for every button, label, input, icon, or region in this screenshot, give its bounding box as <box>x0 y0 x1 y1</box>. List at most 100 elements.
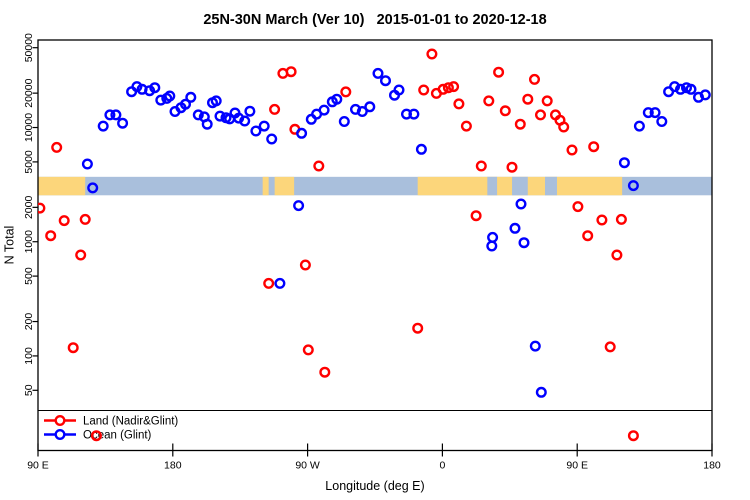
land-point <box>493 66 505 78</box>
ocean-point <box>104 109 116 121</box>
land-point <box>475 160 487 172</box>
ocean-point <box>296 127 308 139</box>
x-tick-label: 90 W <box>295 460 320 472</box>
land-point <box>483 95 495 107</box>
y-tick-label: 200 <box>23 313 35 331</box>
axes: 90 E 180 90 W 0 90 E 180 50 100 200 500 1000 2000 50… <box>23 33 721 472</box>
band-ocean-notch <box>512 176 528 196</box>
land-point <box>604 341 616 353</box>
x-axis-title: Longitude (deg E) <box>325 479 424 493</box>
ocean-point <box>293 200 305 212</box>
ocean-point <box>642 107 654 119</box>
land-point <box>615 213 627 225</box>
ocean-point <box>274 277 286 289</box>
ocean-point <box>318 104 330 116</box>
y-tick-label: 50000 <box>23 33 35 62</box>
y-tick-label: 5000 <box>23 150 35 174</box>
land-point <box>596 214 608 226</box>
ocean-point <box>244 105 256 117</box>
land-point <box>45 230 57 242</box>
land-point <box>58 215 70 227</box>
x-tick-label: 180 <box>164 460 182 472</box>
land-point <box>426 48 438 60</box>
land-point <box>269 103 281 115</box>
land-point <box>38 202 46 214</box>
land-point <box>535 109 547 121</box>
land-point <box>499 105 511 117</box>
legend-item-land: Land (Nadir&Glint) <box>44 415 178 428</box>
y-tick-label: 1000 <box>23 230 35 254</box>
land-point <box>79 213 91 225</box>
land-point <box>442 82 454 94</box>
ocean-point <box>364 101 376 113</box>
ocean-point <box>627 180 639 192</box>
ocean-point <box>699 89 711 101</box>
legend-ocean-marker-icon <box>54 429 66 441</box>
x-tick-label: 180 <box>703 460 721 472</box>
plot-frame <box>37 39 713 452</box>
land-ocean-band <box>38 176 712 196</box>
ocean-point <box>633 120 645 132</box>
ocean-point <box>201 118 213 130</box>
ocean-point <box>164 90 176 102</box>
land-point <box>67 342 79 354</box>
land-point <box>313 160 325 172</box>
land-point <box>263 277 275 289</box>
legend: Land (Nadir&Glint) Ocean (Glint) <box>38 409 712 442</box>
land-point <box>522 93 534 105</box>
ocean-point <box>356 105 368 117</box>
ocean-point <box>266 133 278 145</box>
ocean-point <box>529 340 541 352</box>
ocean-point <box>415 143 427 155</box>
data-points <box>38 48 711 442</box>
land-point <box>75 249 87 261</box>
ocean-point <box>380 75 392 87</box>
land-point <box>418 84 430 96</box>
land-point <box>453 98 465 110</box>
ocean-point <box>179 98 191 110</box>
y-tick-label: 20000 <box>23 78 35 107</box>
ocean-point <box>97 120 109 132</box>
land-series <box>38 48 639 442</box>
land-point <box>470 210 482 222</box>
land-point <box>566 144 578 156</box>
ocean-point <box>393 84 405 96</box>
ocean-point <box>185 91 197 103</box>
ocean-point <box>515 198 527 210</box>
band-ocean-notch <box>544 176 557 196</box>
land-point <box>558 121 570 133</box>
ocean-point <box>87 182 99 194</box>
ocean-point <box>518 237 530 249</box>
x-tick-label: 0 <box>439 460 445 472</box>
band-ocean-notch <box>487 176 498 196</box>
x-tick-label: 90 E <box>566 460 588 472</box>
ocean-point <box>487 231 499 243</box>
y-tick-label: 50 <box>23 384 35 396</box>
ocean-point <box>535 386 547 398</box>
land-point <box>514 118 526 130</box>
ocean-point <box>192 109 204 121</box>
land-point <box>319 366 331 378</box>
land-point <box>529 73 541 85</box>
land-point <box>90 430 102 442</box>
ocean-point <box>486 240 498 252</box>
land-point <box>541 95 553 107</box>
land-point <box>506 161 518 173</box>
land-point <box>611 249 623 261</box>
y-tick-label: 10000 <box>23 113 35 142</box>
land-point <box>437 83 449 95</box>
ocean-point <box>149 82 161 94</box>
ocean-series <box>81 67 711 398</box>
land-point <box>448 81 460 93</box>
y-tick-label: 2000 <box>23 196 35 220</box>
band-land-segment <box>38 176 86 196</box>
ocean-point <box>675 83 687 95</box>
y-tick-label: 100 <box>23 347 35 365</box>
band-land-segment <box>262 176 269 196</box>
legend-land-marker-icon <box>54 415 66 427</box>
legend-land-label: Land (Nadir&Glint) <box>83 416 178 428</box>
ocean-point <box>350 103 362 115</box>
ocean-point <box>656 115 668 127</box>
ocean-point <box>117 117 129 129</box>
